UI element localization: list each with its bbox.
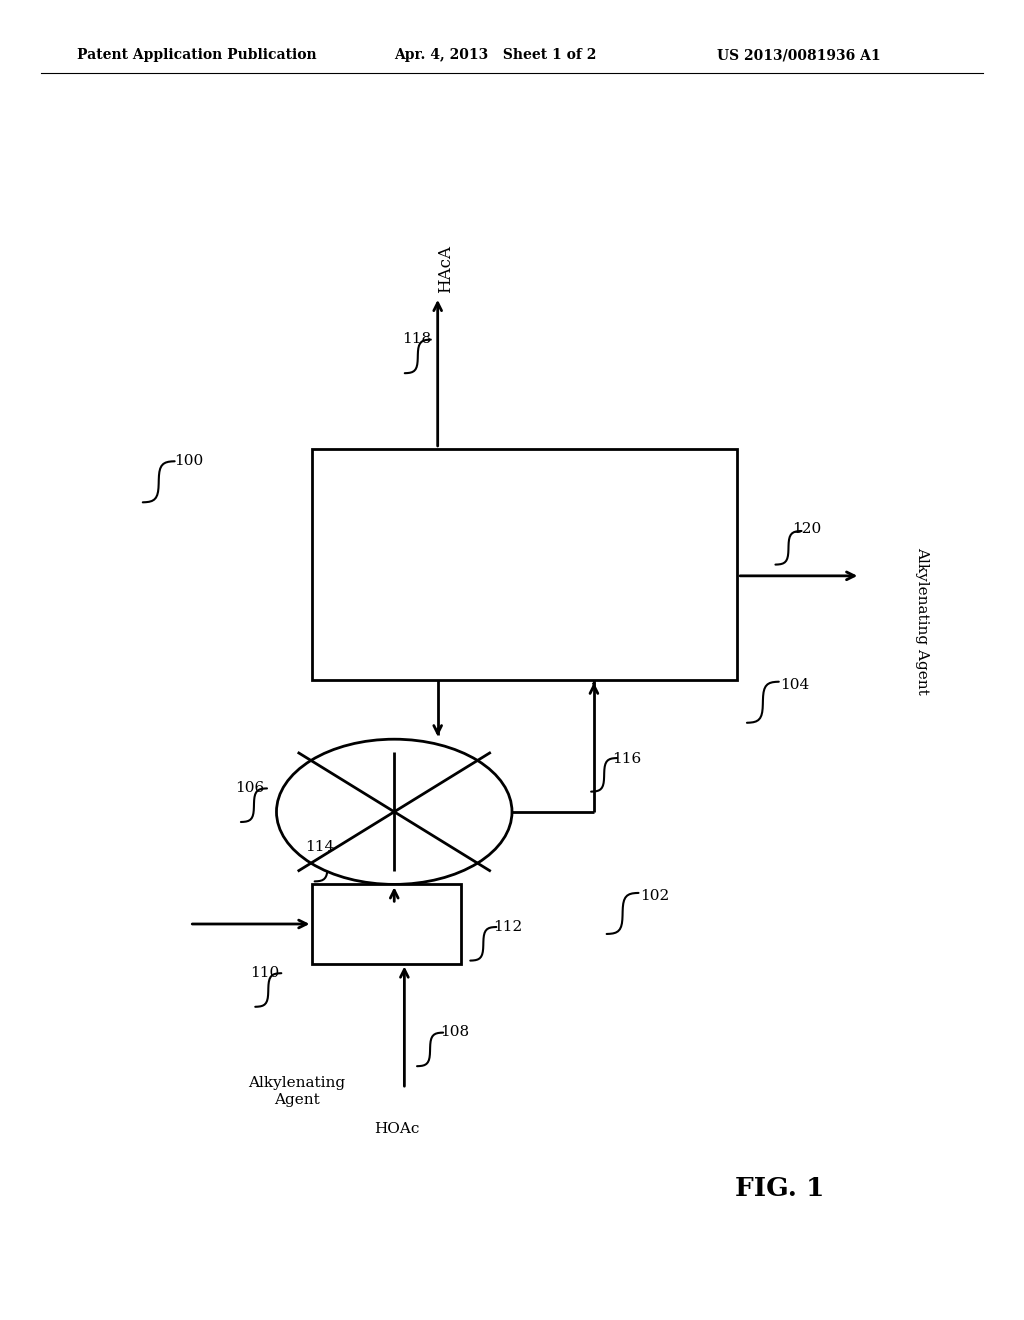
Text: 104: 104: [780, 678, 810, 692]
Text: 102: 102: [640, 890, 670, 903]
Text: 100: 100: [174, 454, 204, 467]
Text: 116: 116: [612, 752, 642, 766]
Text: Alkylenating Agent: Alkylenating Agent: [914, 546, 929, 694]
Text: HAcA: HAcA: [437, 246, 455, 293]
Text: 112: 112: [494, 920, 523, 933]
Bar: [312, 449, 737, 680]
Text: US 2013/0081936 A1: US 2013/0081936 A1: [717, 49, 881, 62]
Text: 110: 110: [250, 966, 280, 979]
Ellipse shape: [276, 739, 512, 884]
Text: 108: 108: [440, 1026, 469, 1039]
Text: Patent Application Publication: Patent Application Publication: [77, 49, 316, 62]
Text: 118: 118: [402, 333, 431, 346]
Text: 106: 106: [236, 781, 265, 795]
Text: 114: 114: [305, 841, 335, 854]
Text: 120: 120: [793, 523, 822, 536]
Text: Alkylenating
Agent: Alkylenating Agent: [249, 1076, 345, 1107]
Text: Apr. 4, 2013   Sheet 1 of 2: Apr. 4, 2013 Sheet 1 of 2: [394, 49, 597, 62]
Bar: [312, 884, 461, 964]
Text: FIG. 1: FIG. 1: [735, 1176, 824, 1200]
Text: HOAc: HOAc: [375, 1122, 420, 1137]
